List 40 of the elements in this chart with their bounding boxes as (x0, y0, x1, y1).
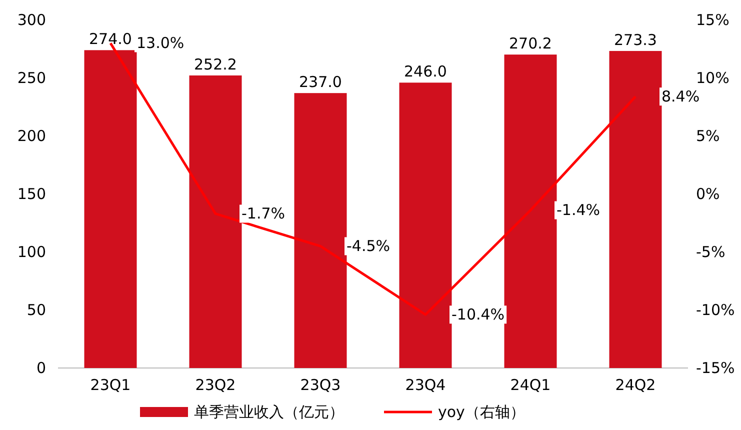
data-label: 270.2 (509, 34, 552, 53)
y-tick-label: 250 (17, 69, 46, 87)
y-tick-label: 0 (36, 359, 46, 377)
bar (189, 75, 242, 368)
data-label: 237.0 (299, 73, 342, 92)
y-tick-label: 100 (17, 243, 46, 261)
bar (294, 93, 347, 368)
data-label: -4.5% (346, 237, 390, 256)
data-label: 8.4% (662, 88, 700, 106)
x-tick-label: 24Q1 (510, 376, 551, 394)
data-label: 252.2 (194, 55, 237, 74)
data-label: -10.4% (452, 306, 505, 324)
bar (84, 50, 137, 368)
y-tick-label: 300 (17, 11, 46, 29)
legend-label: 单季营业收入（亿元） (194, 403, 344, 421)
y-tick-label: 50 (26, 301, 46, 319)
y2-tick-label: 5% (696, 127, 720, 145)
x-tick-label: 23Q2 (195, 376, 236, 394)
x-tick-label: 23Q3 (300, 376, 341, 394)
data-label: 246.0 (404, 62, 447, 81)
y2-tick-label: 10% (696, 69, 730, 87)
bar (504, 54, 557, 368)
x-tick-label: 23Q1 (90, 376, 131, 394)
bar (399, 82, 452, 368)
y2-tick-label: -15% (696, 359, 735, 377)
y2-tick-label: -10% (696, 301, 735, 319)
data-label: -1.4% (556, 201, 600, 220)
data-label: 273.3 (614, 30, 657, 49)
y2-tick-label: -5% (696, 243, 726, 261)
x-tick-label: 24Q2 (615, 376, 656, 394)
x-tick-label: 23Q4 (405, 376, 446, 394)
y2-tick-label: 15% (696, 11, 730, 29)
y-tick-label: 200 (17, 127, 46, 145)
data-label: 13.0% (136, 34, 184, 52)
data-label: -1.7% (242, 204, 286, 223)
data-label: 274.0 (89, 30, 132, 48)
bar (609, 50, 662, 368)
y-tick-label: 150 (17, 185, 46, 203)
legend-label: yoy（右轴） (438, 403, 525, 421)
y2-tick-label: 0% (696, 185, 720, 203)
